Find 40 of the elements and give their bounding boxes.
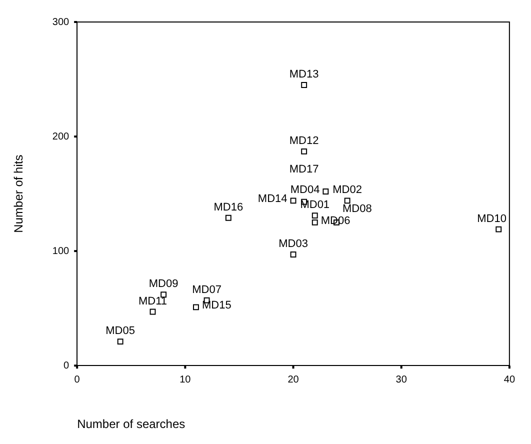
point <box>150 308 156 315</box>
annotation: MD02 <box>332 184 362 196</box>
annotation: MD06 <box>320 214 350 227</box>
x-tick-label: 40 <box>504 374 516 386</box>
y-tick-label: 300 <box>52 16 70 28</box>
x-tick-label: 30 <box>396 374 408 386</box>
point <box>496 226 502 232</box>
annotation: MD13 <box>289 68 319 81</box>
point <box>312 212 318 219</box>
point <box>193 304 199 310</box>
annotation: MD12 <box>289 134 319 147</box>
y-axis-title: Number of hits <box>12 154 26 233</box>
point <box>117 338 124 345</box>
point <box>301 148 308 154</box>
annotation: MD04 <box>290 184 320 196</box>
annotation: MD09 <box>148 278 178 290</box>
point <box>322 188 329 194</box>
point <box>290 252 296 258</box>
annotation: MD08 <box>342 202 372 215</box>
annotation: MD16 <box>214 201 244 214</box>
annotation: MD14 <box>258 193 288 206</box>
x-axis-title: Number of searches <box>77 417 186 432</box>
annotation: MD11 <box>138 295 168 308</box>
annotation: MD03 <box>278 238 308 250</box>
annotation: MD17 <box>289 163 319 176</box>
point <box>290 198 296 204</box>
y-tick-label: 200 <box>52 131 70 142</box>
x-tick-label: 0 <box>74 374 80 386</box>
annotation: MD10 <box>477 212 506 225</box>
point <box>301 82 308 88</box>
x-tick-label: 20 <box>288 374 300 386</box>
annotation: MD07 <box>192 284 222 296</box>
annotation: MD15 <box>202 300 232 312</box>
point <box>225 214 232 221</box>
annotation: MD05 <box>106 325 135 338</box>
x-tick-label: 10 <box>180 374 192 386</box>
point <box>312 219 318 226</box>
y-tick-label: 0 <box>64 360 70 372</box>
point <box>344 198 350 204</box>
y-tick-label: 100 <box>52 246 70 257</box>
